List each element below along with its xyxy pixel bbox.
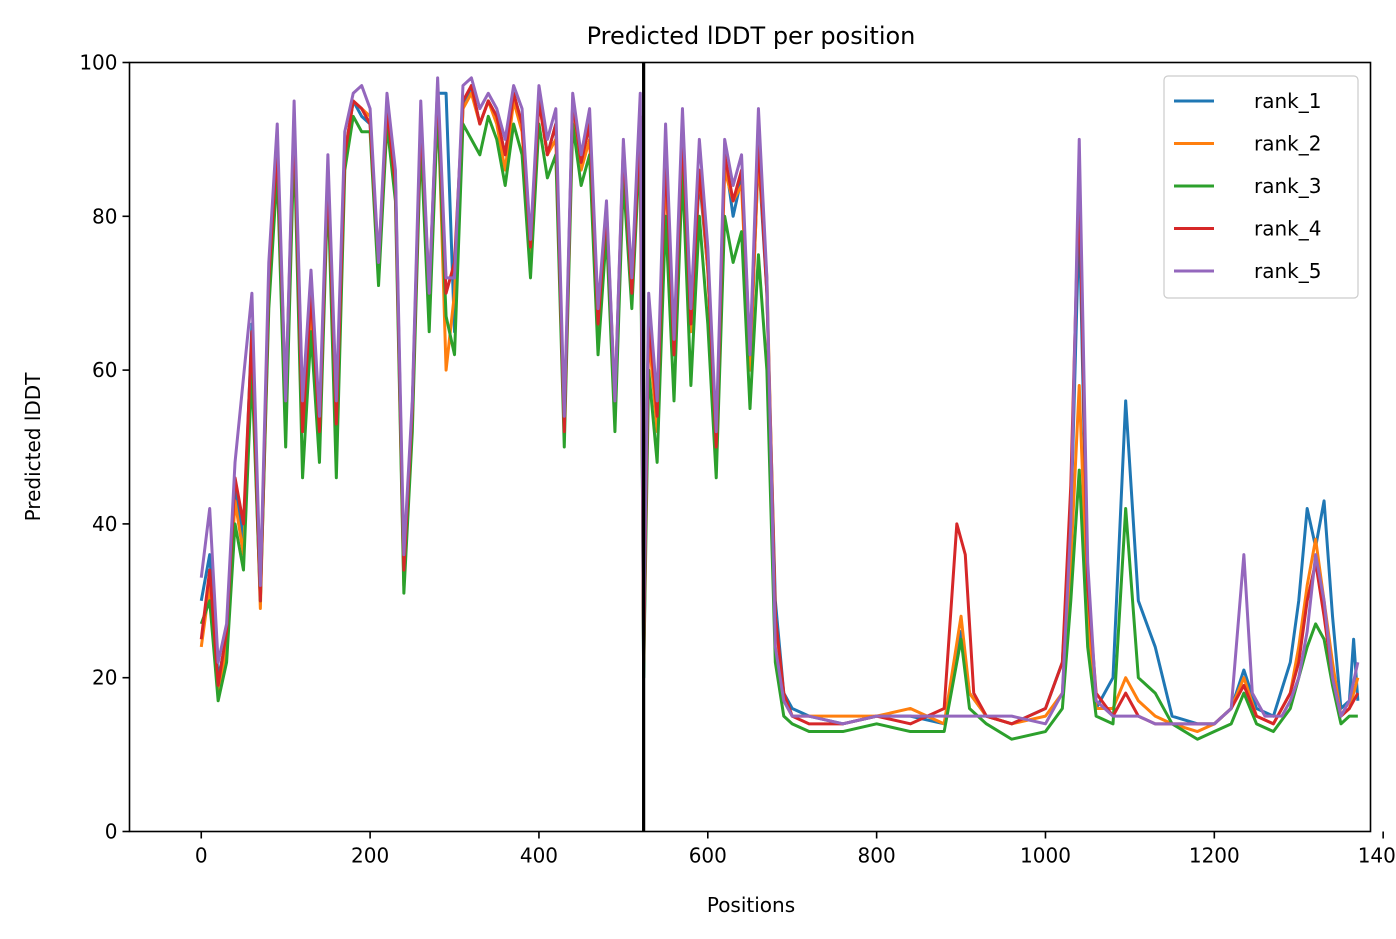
x-tick-label: 600	[689, 844, 727, 868]
y-tick-label: 20	[92, 666, 117, 690]
y-tick-label: 100	[79, 51, 117, 75]
y-axis-label: Predicted lDDT	[21, 372, 45, 522]
y-tick-label: 80	[92, 204, 117, 228]
legend-label-rank-3: rank_3	[1254, 174, 1321, 198]
axes-frame	[128, 61, 1372, 833]
legend-label-rank-5: rank_5	[1254, 259, 1321, 283]
legend: rank_1 rank_2 rank_3 rank_4 rank_5	[1163, 75, 1359, 299]
x-tick-label: 0	[195, 844, 208, 868]
chart-title: Predicted lDDT per position	[587, 22, 916, 50]
series-line-rank-5	[199, 76, 1360, 726]
legend-label-rank-4: rank_4	[1254, 217, 1321, 241]
x-tick-label: 200	[351, 844, 389, 868]
x-tick-label: 800	[858, 844, 896, 868]
y-tick-label: 0	[105, 820, 118, 844]
legend-box	[1163, 75, 1359, 299]
y-tick-label: 40	[92, 512, 117, 536]
x-tick-label: 1000	[1020, 844, 1071, 868]
legend-items: rank_1 rank_2 rank_3 rank_4 rank_5	[1174, 89, 1321, 283]
legend-label-rank-2: rank_2	[1254, 132, 1321, 156]
x-axis-label: Positions	[707, 893, 795, 917]
x-tick-label: 400	[520, 844, 558, 868]
y-tick-label: 60	[92, 358, 117, 382]
legend-label-rank-1: rank_1	[1254, 89, 1321, 113]
y-axis-ticks: 0 20 40 60 80 100	[79, 51, 130, 844]
x-tick-label: 1200	[1189, 844, 1240, 868]
